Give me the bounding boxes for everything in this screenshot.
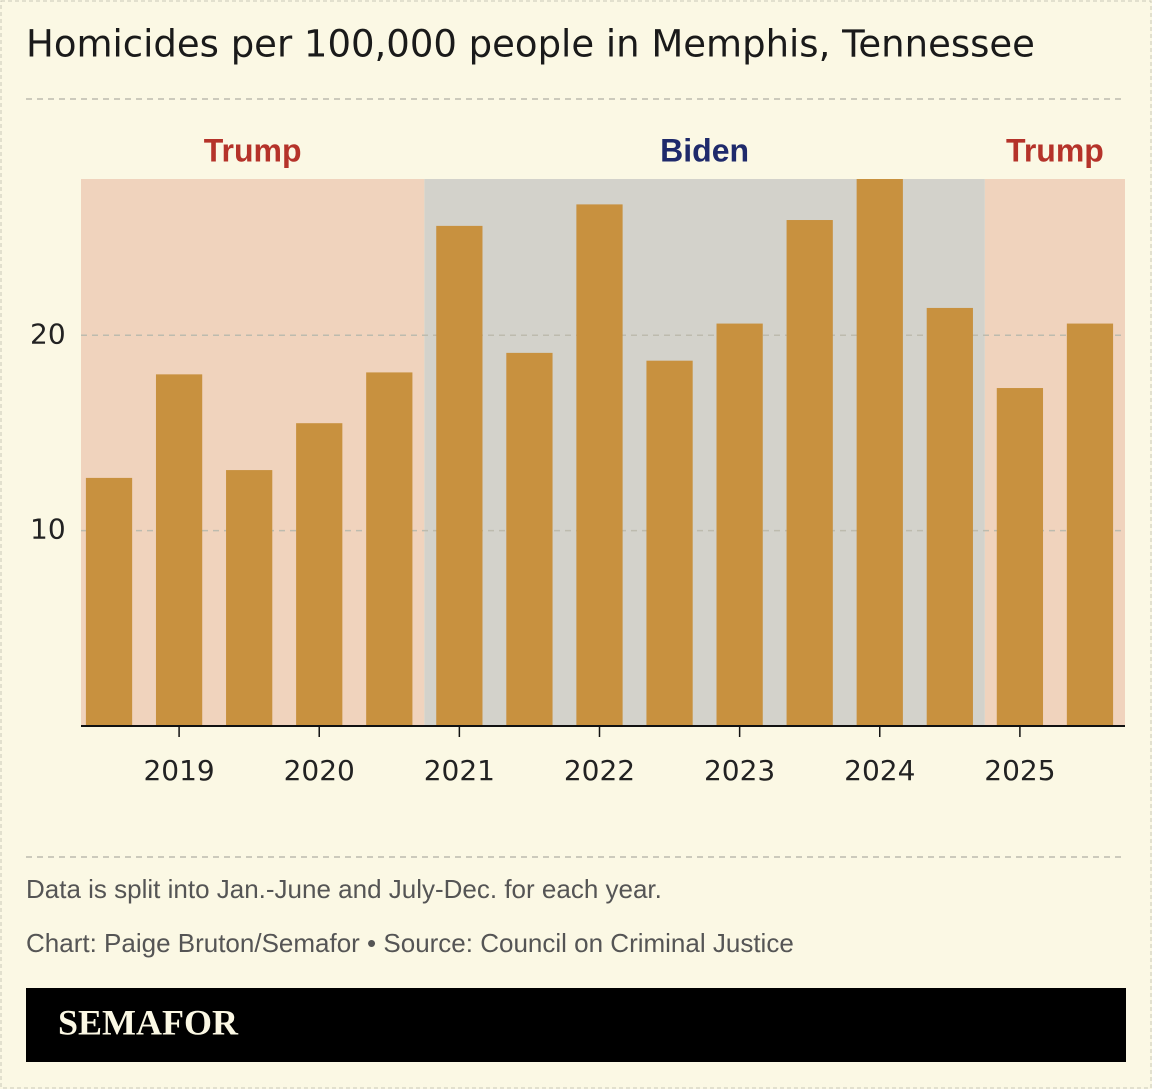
bar [366,372,413,726]
x-tick-label: 2024 [844,754,915,787]
y-tick-label: 10 [30,513,66,546]
bar [296,423,343,726]
x-tick-label: 2021 [424,754,495,787]
bar [996,388,1044,726]
bar [1066,323,1114,726]
plot: Trump Biden Trump 10 20 2019 2020 2021 2022 2023 2… [30,132,1125,787]
bar [716,323,763,726]
bar [436,225,483,726]
bar [786,220,833,726]
brand: SEMAFOR [58,1002,239,1042]
bar [926,307,973,726]
bar [85,477,133,726]
x-tick-label: 2025 [984,754,1055,787]
note: Data is split into Jan.-June and July-De… [26,874,662,904]
brand-bar [26,988,1126,1062]
period-label: Trump [204,132,302,168]
bar [646,360,693,726]
x-tick-label: 2020 [284,754,355,787]
note: Chart: Paige Bruton/Semafor • Source: Co… [26,928,794,958]
y-tick-label: 20 [30,317,66,350]
bar [155,374,203,726]
bar [576,204,623,726]
chart-title: Homicides per 100,000 people in Memphis,… [26,23,1035,66]
x-tick-label: 2023 [704,754,775,787]
bar [856,179,903,726]
x-tick-label: 2022 [564,754,635,787]
bar [226,470,273,726]
x-tick-label: 2019 [143,754,214,787]
bar [506,352,553,726]
period-label: Biden [660,132,749,168]
period-label: Trump [1006,132,1104,168]
